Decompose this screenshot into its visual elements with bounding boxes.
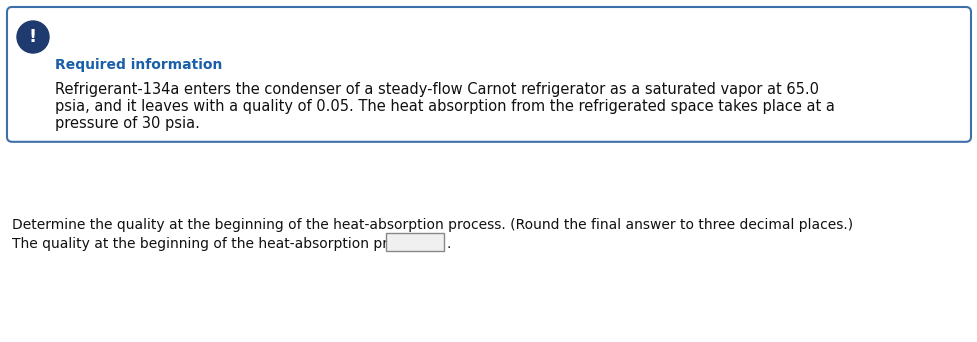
FancyBboxPatch shape: [7, 7, 970, 142]
Text: Refrigerant-134a enters the condenser of a steady-flow Carnot refrigerator as a : Refrigerant-134a enters the condenser of…: [55, 82, 818, 97]
Text: Determine the quality at the beginning of the heat-absorption process. (Round th: Determine the quality at the beginning o…: [12, 218, 852, 232]
Text: !: !: [29, 28, 37, 46]
Text: The quality at the beginning of the heat-absorption process is: The quality at the beginning of the heat…: [12, 237, 442, 251]
Circle shape: [17, 21, 49, 53]
Text: .: .: [446, 237, 451, 251]
Text: pressure of 30 psia.: pressure of 30 psia.: [55, 116, 199, 131]
Text: psia, and it leaves with a quality of 0.05. The heat absorption from the refrige: psia, and it leaves with a quality of 0.…: [55, 99, 834, 114]
FancyBboxPatch shape: [386, 233, 444, 251]
Text: Required information: Required information: [55, 58, 222, 72]
